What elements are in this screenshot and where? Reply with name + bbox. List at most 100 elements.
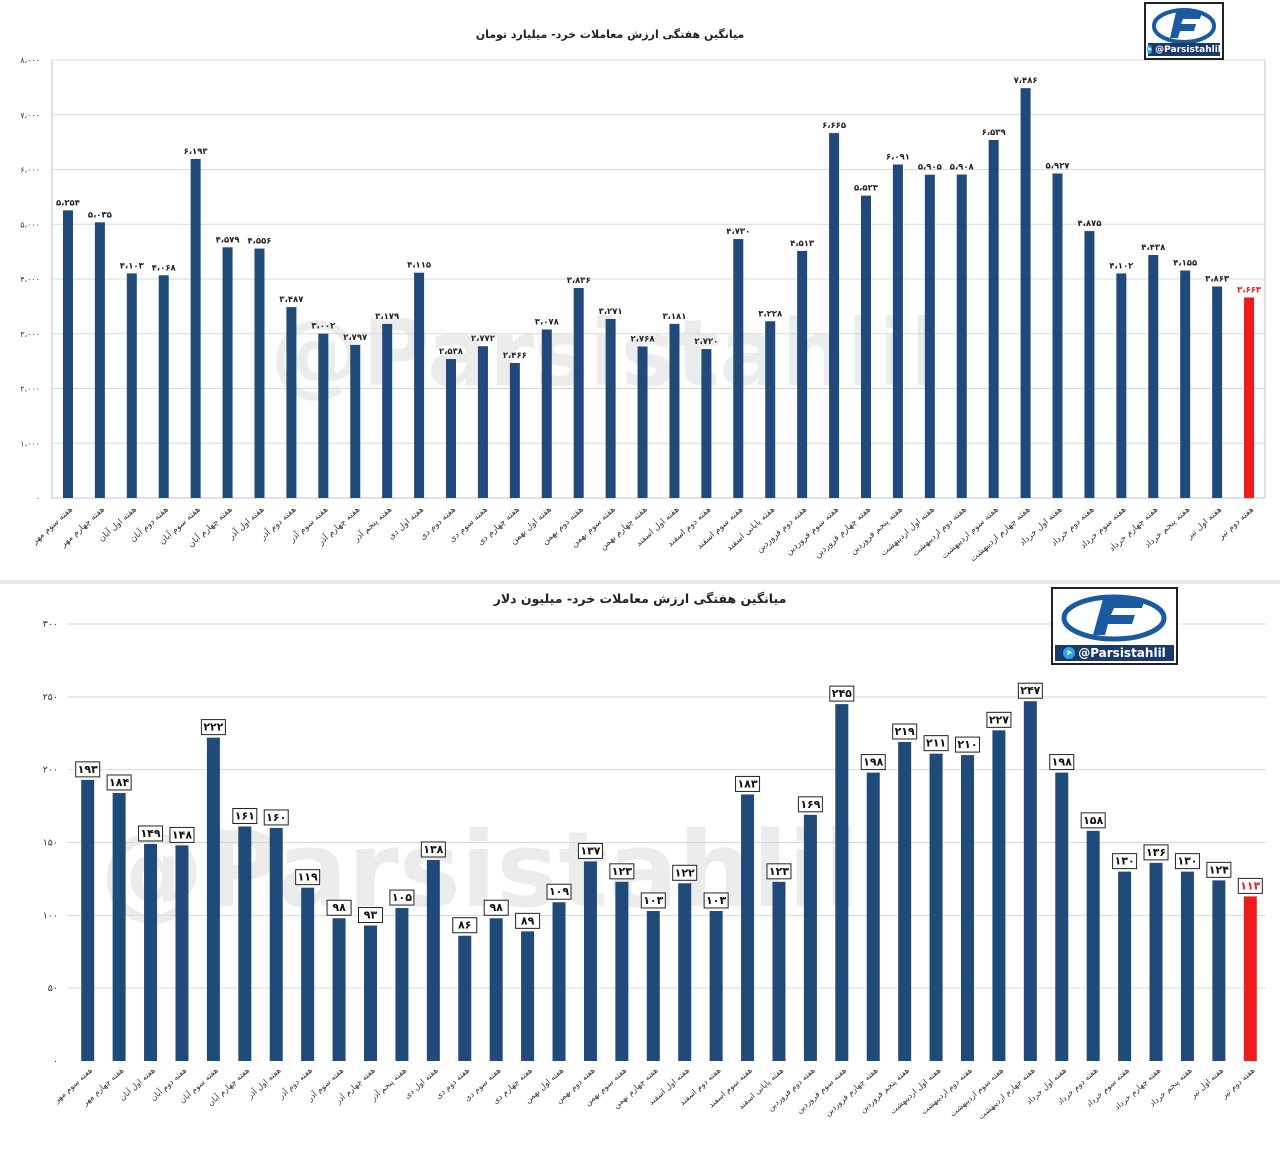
data-label: ۲۲۷ xyxy=(989,713,1009,726)
data-label: ۸۶ xyxy=(458,919,471,932)
bar xyxy=(521,931,535,1061)
data-label: ۱۱۳ xyxy=(1240,879,1260,892)
bar xyxy=(892,164,903,498)
data-label-box xyxy=(483,899,509,916)
y-tick-label: ۳،۰۰۰ xyxy=(20,330,40,339)
data-label: ۱۳۷ xyxy=(580,844,600,857)
data-label: ۴،۵۷۹ xyxy=(216,235,241,245)
data-label: ۷،۴۸۶ xyxy=(1014,76,1038,86)
bar xyxy=(835,704,849,1061)
bar xyxy=(552,902,566,1061)
data-label: ۴،۰۶۸ xyxy=(152,263,177,273)
data-label-box xyxy=(1080,812,1106,829)
bar xyxy=(332,918,346,1061)
bar xyxy=(797,250,808,498)
bar xyxy=(1243,896,1257,1061)
data-label: ۳،۱۷۹ xyxy=(375,312,400,322)
bar xyxy=(1212,286,1223,498)
x-tick-label: هفته اول اردیبهشت xyxy=(879,505,937,559)
bar xyxy=(1116,273,1127,498)
data-label-box xyxy=(1237,877,1263,894)
data-label: ۱۹۸ xyxy=(1052,756,1072,769)
data-label: ۴،۱۰۳ xyxy=(120,261,145,271)
chart-panel-toman: @Parsistahlil میانگین هفتگی ارزش معاملات… xyxy=(0,0,1280,580)
data-label: ۱۹۳ xyxy=(78,763,98,776)
data-label: ۱۳۶ xyxy=(1146,846,1166,859)
x-tick-label: هفته اول آذر xyxy=(244,1065,282,1101)
bar xyxy=(709,910,723,1061)
bar xyxy=(583,861,597,1061)
logo-handle-text: @Parsistahlil xyxy=(1155,44,1221,55)
data-label: ۶،۶۶۵ xyxy=(822,121,846,131)
bar xyxy=(1244,297,1255,498)
data-label: ۶،۱۹۳ xyxy=(184,147,209,157)
data-label-box xyxy=(640,892,666,909)
y-tick-label: ۲،۰۰۰ xyxy=(20,385,40,394)
data-label: ۳،۱۸۱ xyxy=(662,312,686,322)
data-label: ۱۴۹ xyxy=(140,827,160,840)
logo-handle: ➤ @Parsistahlil xyxy=(1147,43,1221,56)
x-tick-label: هفته چهارم اردیبهشت xyxy=(976,1066,1036,1121)
bar xyxy=(269,827,283,1061)
chart-title: میانگین هفتگی ارزش معاملات خرد- میلیارد … xyxy=(476,28,745,41)
bar xyxy=(190,158,201,499)
data-label-box xyxy=(232,807,258,824)
data-label-box xyxy=(263,809,289,826)
y-tick-label: ۵،۰۰۰ xyxy=(20,220,40,229)
data-label: ۵،۵۲۳ xyxy=(854,184,879,194)
data-label: ۱۸۳ xyxy=(737,777,757,790)
data-label: ۲۴۵ xyxy=(832,687,852,700)
data-label-box xyxy=(892,723,918,740)
bar xyxy=(1212,880,1226,1061)
bar xyxy=(446,359,457,498)
data-label: ۲۱۱ xyxy=(926,737,946,750)
data-label: ۹۸ xyxy=(489,901,503,914)
bar xyxy=(254,248,265,498)
bar xyxy=(126,273,137,498)
y-tick-label: ۲۵۰ xyxy=(43,692,58,703)
data-label-box xyxy=(452,917,478,934)
bar xyxy=(158,275,169,498)
x-tick-label: هفته چهارم فروردین xyxy=(823,1066,879,1118)
data-label: ۱۳۸ xyxy=(423,843,443,856)
bar xyxy=(364,925,377,1061)
data-label: ۸۹ xyxy=(521,914,535,927)
bar xyxy=(772,881,786,1061)
data-label: ۳،۰۰۲ xyxy=(311,322,336,332)
y-tick-label: ۰ xyxy=(53,1056,58,1067)
bar xyxy=(94,222,105,499)
bar xyxy=(1180,270,1191,498)
data-label: ۱۹۸ xyxy=(863,756,883,769)
data-label: ۲۱۰ xyxy=(957,738,977,751)
bar xyxy=(350,344,361,498)
x-tick-label: هفته دوم اردیبهشت xyxy=(910,505,968,559)
data-label: ۴،۵۱۳ xyxy=(790,239,815,249)
data-label: ۴،۱۵۵ xyxy=(1173,259,1197,269)
data-label-box xyxy=(1174,853,1200,870)
data-label: ۴،۵۵۶ xyxy=(247,237,271,247)
y-tick-label: ۲۰۰ xyxy=(43,765,58,776)
data-label-box xyxy=(577,842,603,859)
bar xyxy=(1149,862,1163,1061)
data-label-box xyxy=(766,863,792,880)
bar xyxy=(1052,173,1063,498)
bar xyxy=(615,881,629,1061)
data-label-box xyxy=(169,826,195,843)
bar-chart-toman: میانگین هفتگی ارزش معاملات خرد- میلیارد … xyxy=(20,28,1266,564)
data-label: ۲،۴۶۶ xyxy=(503,351,527,361)
bar xyxy=(62,210,73,498)
data-label: ۱۳۰ xyxy=(1115,855,1135,868)
data-label: ۲،۵۳۸ xyxy=(439,347,464,357)
data-label: ۲،۷۶۸ xyxy=(631,334,656,344)
data-label: ۴،۷۳۰ xyxy=(726,227,750,237)
data-label: ۳،۶۶۳ xyxy=(1237,285,1262,295)
data-label-box xyxy=(546,883,572,900)
bar xyxy=(206,737,220,1061)
bar xyxy=(866,772,880,1061)
bar xyxy=(489,918,503,1061)
data-label: ۱۰۳ xyxy=(643,894,663,907)
data-label: ۵،۹۰۵ xyxy=(918,163,942,173)
data-label: ۱۰۳ xyxy=(706,894,726,907)
data-label-box xyxy=(1049,754,1075,771)
y-tick-label: ۰ xyxy=(36,494,40,503)
